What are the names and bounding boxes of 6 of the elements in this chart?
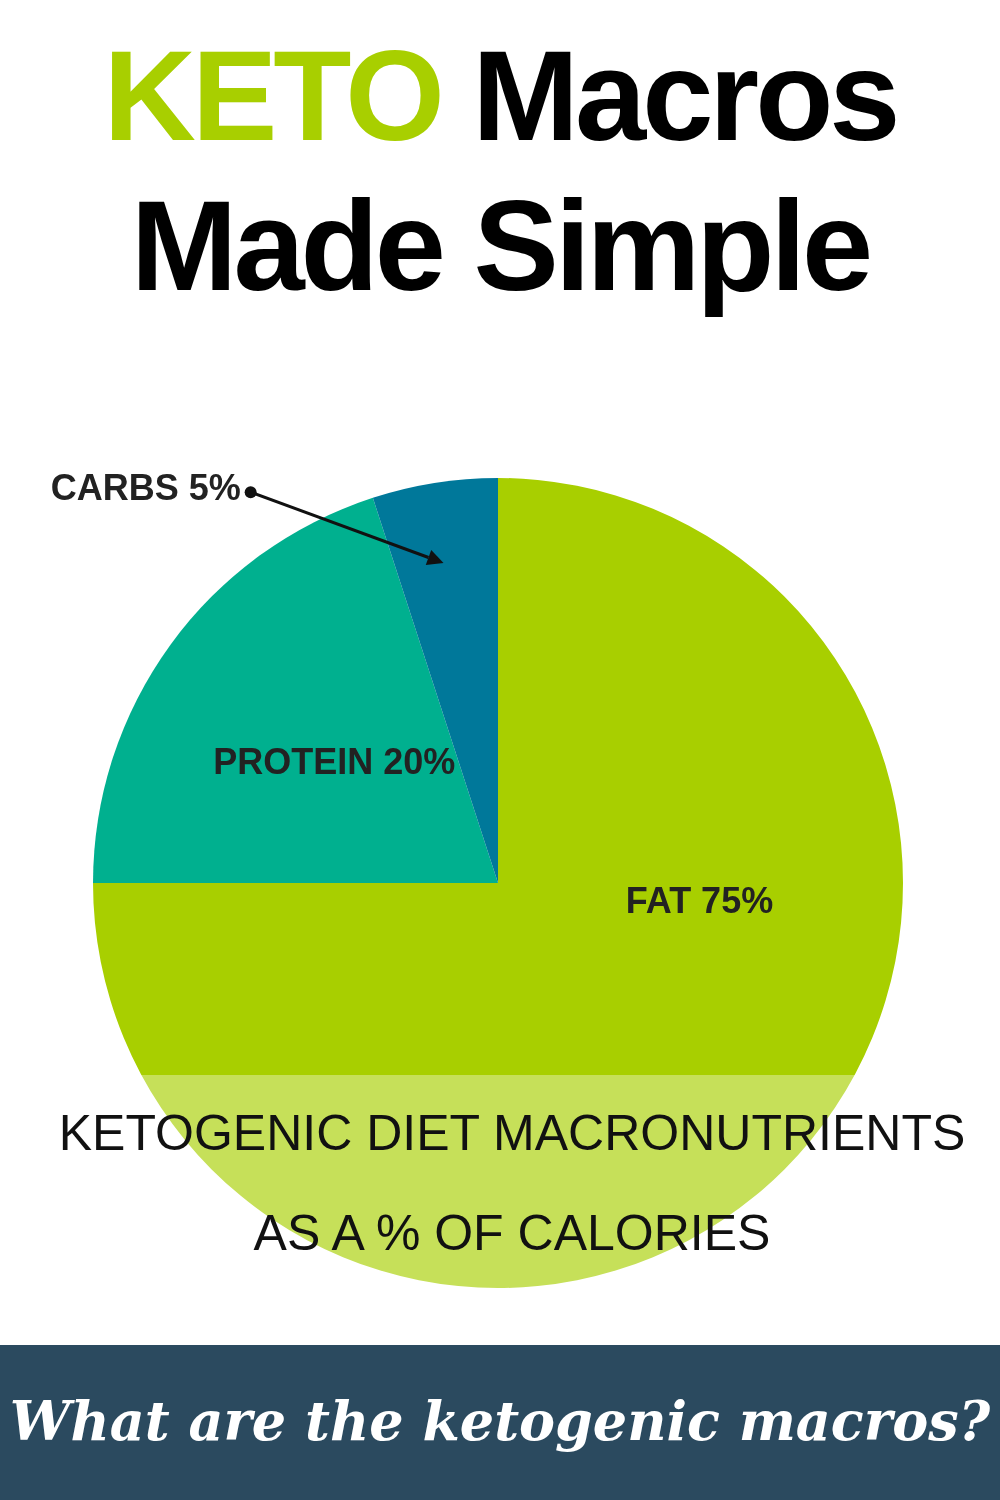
slice-label: FAT 75%: [625, 879, 774, 921]
pie-slice: [372, 478, 498, 883]
chart-title: KETO Macros Made Simple: [103, 24, 897, 317]
text: What are the ketogenic macros?: [9, 1389, 992, 1453]
slice-label: PROTEIN 20%: [213, 740, 456, 782]
slice-label: CARBS 5%: [50, 466, 241, 508]
